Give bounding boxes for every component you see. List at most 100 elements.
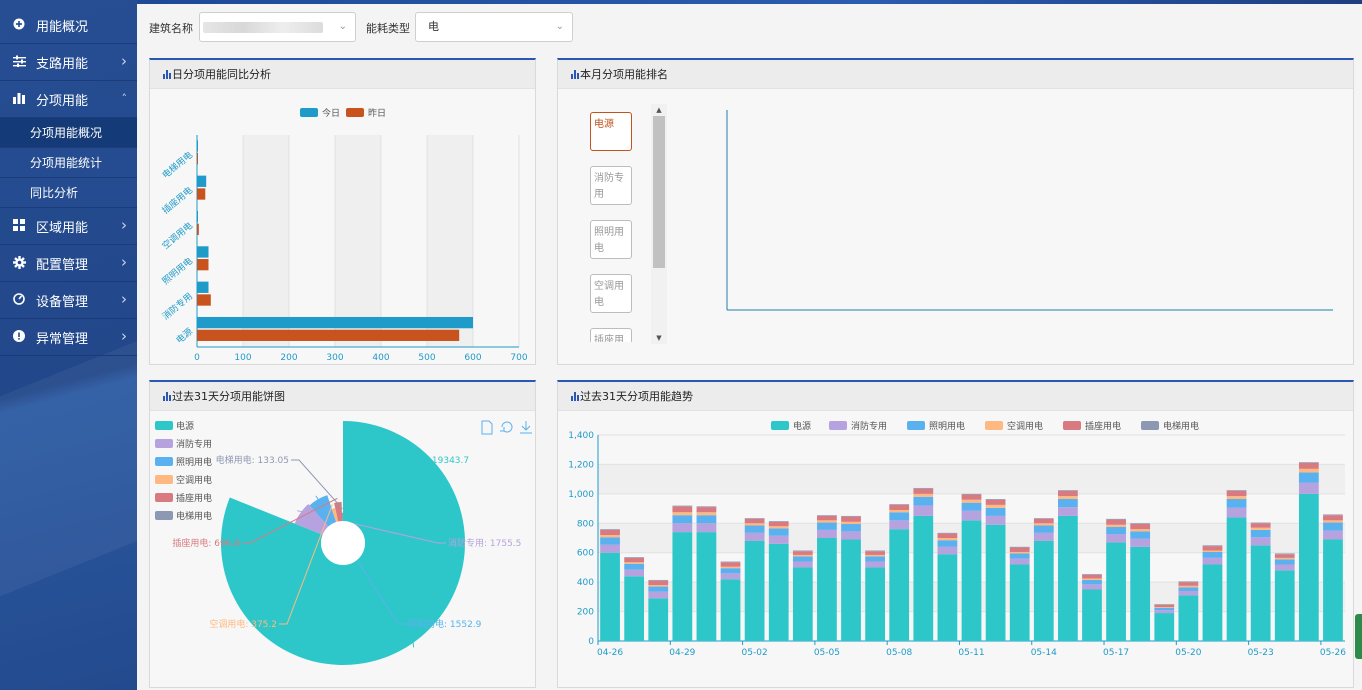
stack-segment[interactable] xyxy=(865,556,885,562)
stack-segment[interactable] xyxy=(1082,574,1102,579)
stack-segment[interactable] xyxy=(913,505,934,516)
stack-segment[interactable] xyxy=(720,568,741,574)
stack-segment[interactable] xyxy=(1298,482,1319,494)
stack-segment[interactable] xyxy=(1250,537,1271,546)
stack-segment[interactable] xyxy=(744,525,765,533)
stack-segment[interactable] xyxy=(696,523,717,533)
stack-segment[interactable] xyxy=(1178,587,1199,591)
stack-segment[interactable] xyxy=(1323,530,1343,540)
stack-segment[interactable] xyxy=(913,493,934,497)
scroll-up-icon[interactable]: ▲ xyxy=(656,106,662,114)
stack-segment[interactable] xyxy=(937,532,958,534)
stack-segment[interactable] xyxy=(961,520,982,641)
bar-yesterday[interactable] xyxy=(197,259,209,271)
stack-segment[interactable] xyxy=(1130,546,1151,641)
stack-segment[interactable] xyxy=(648,579,669,581)
stack-segment[interactable] xyxy=(1226,499,1247,508)
stack-segment[interactable] xyxy=(1226,490,1247,491)
stack-segment[interactable] xyxy=(768,528,789,536)
bar-today[interactable] xyxy=(197,246,209,258)
stack-segment[interactable] xyxy=(889,512,910,521)
stack-segment[interactable] xyxy=(1154,604,1175,605)
stack-segment[interactable] xyxy=(865,561,885,568)
stack-segment[interactable] xyxy=(1202,551,1223,558)
stack-segment[interactable] xyxy=(1323,514,1343,516)
stack-segment[interactable] xyxy=(720,573,741,580)
sidebar-item-6[interactable]: 异常管理 › xyxy=(0,319,137,356)
stack-segment[interactable] xyxy=(985,515,1006,525)
rank-button[interactable]: 插座用电 xyxy=(590,328,632,342)
bar-yesterday[interactable] xyxy=(197,223,199,235)
stack-segment[interactable] xyxy=(1178,582,1199,586)
stack-segment[interactable] xyxy=(744,518,765,519)
stack-segment[interactable] xyxy=(1009,546,1030,548)
stack-segment[interactable] xyxy=(648,598,669,641)
stack-segment[interactable] xyxy=(600,529,620,536)
stack-segment[interactable] xyxy=(985,524,1006,641)
sidebar-item-4[interactable]: 配置管理 › xyxy=(0,245,137,282)
stack-segment[interactable] xyxy=(672,532,693,641)
bar-yesterday[interactable] xyxy=(197,294,211,306)
bar-today[interactable] xyxy=(197,140,198,152)
stack-segment[interactable] xyxy=(1106,524,1126,527)
stack-segment[interactable] xyxy=(1298,468,1319,473)
stack-segment[interactable] xyxy=(1130,524,1151,530)
stack-segment[interactable] xyxy=(1130,529,1151,532)
stack-segment[interactable] xyxy=(624,569,645,577)
stack-segment[interactable] xyxy=(1298,462,1319,463)
stack-segment[interactable] xyxy=(1323,522,1343,531)
stack-segment[interactable] xyxy=(792,561,813,568)
stack-segment[interactable] xyxy=(1106,518,1126,520)
stack-segment[interactable] xyxy=(889,529,910,641)
stack-segment[interactable] xyxy=(889,520,910,530)
stack-segment[interactable] xyxy=(696,512,717,516)
stack-segment[interactable] xyxy=(1154,604,1175,608)
stack-segment[interactable] xyxy=(1226,517,1247,641)
stack-segment[interactable] xyxy=(1202,564,1223,641)
stack-segment[interactable] xyxy=(889,504,910,505)
stack-segment[interactable] xyxy=(1058,490,1078,491)
stack-segment[interactable] xyxy=(1154,613,1175,641)
stack-segment[interactable] xyxy=(1082,578,1102,580)
stack-segment[interactable] xyxy=(1202,545,1223,547)
stack-segment[interactable] xyxy=(600,544,620,553)
stack-segment[interactable] xyxy=(841,521,861,525)
sidebar-item-1[interactable]: 支路用能 › xyxy=(0,44,137,81)
stack-segment[interactable] xyxy=(768,526,789,529)
stack-segment[interactable] xyxy=(744,540,765,641)
stack-segment[interactable] xyxy=(913,496,934,506)
stack-segment[interactable] xyxy=(696,506,717,508)
stack-segment[interactable] xyxy=(744,523,765,526)
stack-segment[interactable] xyxy=(1274,564,1295,571)
stack-segment[interactable] xyxy=(937,554,958,641)
stack-segment[interactable] xyxy=(865,550,885,552)
stack-segment[interactable] xyxy=(672,523,693,533)
stack-segment[interactable] xyxy=(720,579,741,641)
stack-segment[interactable] xyxy=(720,566,741,569)
stack-segment[interactable] xyxy=(1106,526,1126,535)
bar-yesterday[interactable] xyxy=(197,329,460,341)
download-icon[interactable] xyxy=(520,421,532,434)
side-handle[interactable] xyxy=(1355,614,1362,659)
stack-segment[interactable] xyxy=(1202,546,1223,551)
stack-segment[interactable] xyxy=(1082,574,1102,575)
stack-segment[interactable] xyxy=(1009,558,1030,565)
stack-segment[interactable] xyxy=(624,576,645,641)
stack-segment[interactable] xyxy=(1250,529,1271,538)
stack-segment[interactable] xyxy=(865,567,885,641)
stack-segment[interactable] xyxy=(865,554,885,557)
stack-segment[interactable] xyxy=(1154,610,1175,614)
stack-segment[interactable] xyxy=(792,567,813,641)
stack-segment[interactable] xyxy=(961,499,982,503)
stack-segment[interactable] xyxy=(1009,551,1030,554)
sidebar-item-5[interactable]: 设备管理 › xyxy=(0,282,137,319)
stack-segment[interactable] xyxy=(792,550,813,552)
stack-segment[interactable] xyxy=(913,515,934,641)
stack-segment[interactable] xyxy=(1130,523,1151,525)
stack-segment[interactable] xyxy=(768,535,789,544)
stack-segment[interactable] xyxy=(696,507,717,513)
stack-segment[interactable] xyxy=(985,507,1006,516)
stack-segment[interactable] xyxy=(1130,531,1151,539)
stack-segment[interactable] xyxy=(600,529,620,530)
stack-segment[interactable] xyxy=(817,529,837,538)
